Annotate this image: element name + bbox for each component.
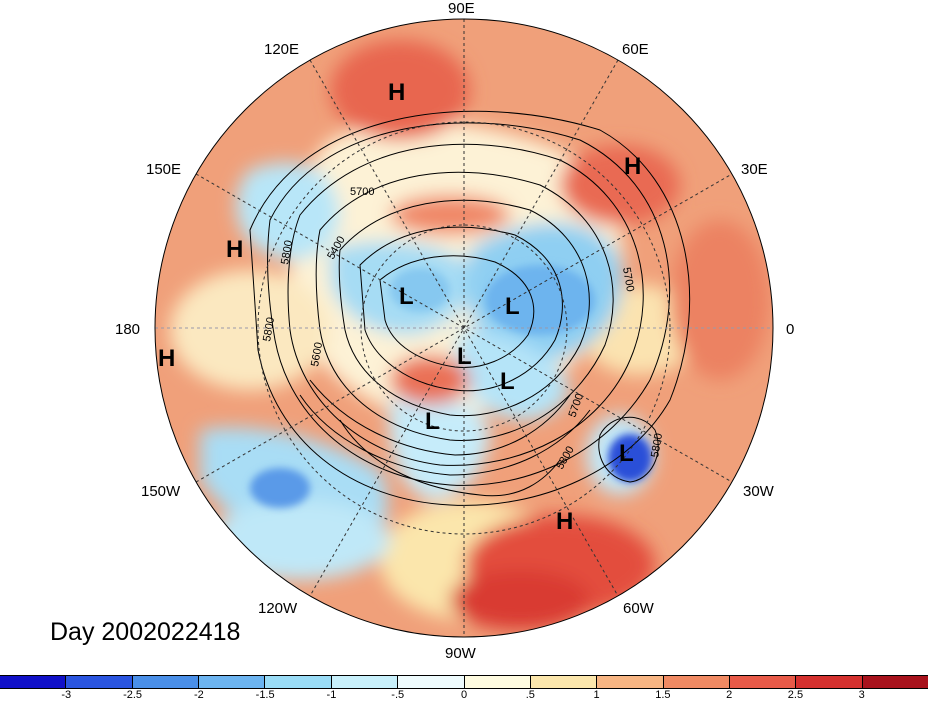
colorbar-cell	[530, 676, 598, 688]
lon-label-60E: 60E	[622, 41, 649, 58]
colorbar-cell	[199, 676, 266, 688]
colorbar-cell	[132, 676, 200, 688]
longitude-labels: 90E 60E 30E 0 30W 60W 90W 120W 150W 180 …	[115, 0, 794, 662]
colorbar-tick-label: 2.5	[787, 689, 804, 701]
colorbar-tick-label: -2.5	[123, 689, 143, 701]
colorbar-cell	[464, 676, 531, 688]
lon-label-0: 0	[786, 321, 794, 338]
contour-labels: 5700 5400 5800 5800 5600 5700 5700 5800 …	[261, 186, 665, 472]
contour-label-c5600: 5600	[309, 341, 325, 367]
colorbar-cell	[398, 676, 465, 688]
date-title: Day 2002022418	[50, 618, 241, 646]
contour-label-c5800a: 5800	[279, 239, 295, 265]
pressure-H-siberia: H	[388, 79, 405, 106]
temperature-anomaly-field: 5700 5400 5800 5800 5600 5700 5700 5800 …	[155, 19, 773, 637]
colorbar-tick-label: -1.5	[255, 689, 275, 701]
contour-label-c5800b: 5800	[261, 316, 277, 342]
colorbar-tick-label: 1	[593, 689, 600, 701]
lon-label-60W: 60W	[623, 600, 655, 617]
colorbar-cell	[729, 676, 797, 688]
contour-label-c5700b: 5700	[620, 266, 636, 292]
pressure-L-eastsib: L	[399, 283, 414, 310]
lon-label-120E: 120E	[264, 41, 299, 58]
colorbar-tick-label: -.5	[391, 689, 405, 701]
lon-label-150W: 150W	[141, 483, 181, 500]
pressure-L-greenland: L	[500, 368, 515, 395]
colorbar-cell	[265, 676, 332, 688]
lon-label-90W: 90W	[445, 645, 477, 662]
colorbar-tick-label: 0	[460, 689, 468, 701]
colorbar-cell	[0, 676, 67, 688]
lon-label-90E: 90E	[448, 0, 475, 17]
colorbar-tick-label: -1	[326, 689, 337, 701]
colorbar-tick-label: 2	[726, 689, 733, 701]
pressure-L-azores: L	[619, 440, 634, 467]
graticule	[155, 19, 773, 637]
colorbar-cell	[796, 676, 863, 688]
pressure-systems: H H H H H L L L L L L	[158, 79, 641, 535]
colorbar-tick-label: 3	[858, 689, 865, 701]
colorbar-cell	[663, 676, 730, 688]
pressure-H-pacific: H	[226, 236, 243, 263]
colorbar-cell	[862, 676, 928, 688]
lon-label-30W: 30W	[743, 483, 775, 500]
colorbar-tick-label: .5	[525, 689, 535, 701]
colorbar	[0, 675, 928, 689]
colorbar-cell	[331, 676, 399, 688]
height-contours	[249, 110, 691, 506]
contour-label-c5700a: 5700	[350, 186, 374, 198]
colorbar-tick-label: 1.5	[655, 689, 671, 701]
colorbar-ticks: -3 -2.5 -2 -1.5 -1 -.5 0 .5 1 1.5 2 2.5 3	[0, 689, 928, 702]
lon-label-180: 180	[115, 321, 140, 338]
colorbar-tick-label: -3	[61, 689, 72, 701]
pressure-H-europe: H	[624, 153, 641, 180]
map-boundary	[154, 18, 774, 638]
pressure-L-hudson: L	[425, 408, 440, 435]
lon-label-120W: 120W	[258, 600, 298, 617]
pressure-H-atlantic: H	[556, 508, 573, 535]
lon-label-150E: 150E	[146, 161, 181, 178]
lon-label-30E: 30E	[741, 161, 768, 178]
colorbar-cell	[66, 676, 133, 688]
colorbar-cell	[597, 676, 664, 688]
pressure-L-arctic: L	[457, 343, 472, 370]
pressure-L-kara: L	[505, 293, 520, 320]
pressure-H-dateline: H	[158, 345, 175, 372]
colorbar-tick-label: -2	[193, 689, 204, 701]
contour-label-c5800d: 5800	[649, 432, 665, 458]
